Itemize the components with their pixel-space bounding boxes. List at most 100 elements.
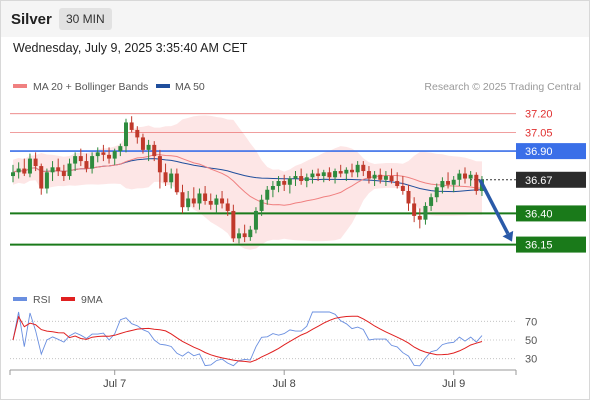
candle-body: [73, 156, 78, 164]
target-tag: [516, 236, 586, 253]
candle-body: [95, 152, 100, 157]
support-tag: [516, 205, 586, 222]
candle-body: [50, 167, 55, 173]
resistance-label: 37.20: [525, 109, 553, 121]
candle-body: [417, 215, 422, 220]
candle-body: [350, 169, 354, 173]
candle: [214, 194, 219, 214]
candle-body: [140, 137, 145, 150]
ma20-legend-swatch: [13, 84, 27, 88]
candle-body: [237, 233, 241, 239]
candle: [423, 202, 428, 225]
candle: [440, 177, 445, 194]
candle: [27, 153, 32, 178]
candle: [372, 171, 377, 187]
candle: [44, 168, 49, 194]
candle: [253, 207, 258, 234]
candle-body: [378, 174, 383, 180]
candle: [468, 171, 473, 187]
candle: [140, 133, 145, 154]
candle-body: [440, 181, 445, 188]
candle: [446, 172, 451, 189]
candle: [174, 168, 179, 195]
candle: [457, 169, 462, 187]
candle-body: [412, 203, 417, 216]
candle: [163, 163, 168, 187]
candle-body: [90, 156, 95, 169]
candle-body: [304, 177, 309, 182]
time-axis: Jul 7 Jul 8 Jul 9: [9, 369, 517, 390]
candle-body: [197, 193, 202, 204]
candle: [50, 161, 55, 182]
candle: [135, 126, 140, 144]
candle: [265, 186, 270, 205]
candlestick-series: [11, 116, 484, 244]
candle-body: [84, 161, 89, 169]
candle: [321, 169, 326, 183]
candle-body: [107, 154, 112, 159]
candle-body: [383, 176, 388, 180]
candle: [417, 208, 422, 229]
candle-body: [316, 173, 321, 177]
time-axis-label: Jul 7: [103, 378, 126, 390]
candle-body: [406, 190, 411, 204]
price-level-labels: 37.20 37.05 36.90 36.40 36.15 36.67: [516, 109, 586, 253]
bollinger-band-fill: [13, 115, 482, 250]
candle: [231, 204, 236, 243]
candle-body: [78, 156, 83, 162]
candle-body: [186, 198, 191, 208]
candle: [208, 193, 213, 210]
candle-body: [163, 172, 168, 183]
candle: [186, 190, 191, 211]
current-price-label: 36.67: [525, 175, 553, 187]
resistance-label: 37.05: [525, 127, 553, 139]
candle: [412, 197, 417, 223]
candle-body: [231, 210, 236, 239]
current-price-tag: [516, 171, 586, 188]
candle-body: [152, 144, 157, 157]
time-axis-label: Jul 9: [442, 378, 465, 390]
candle-body: [270, 186, 275, 190]
candle: [169, 168, 174, 189]
bollinger-bands: [13, 115, 482, 250]
candle-body: [157, 156, 162, 173]
candle-body: [16, 168, 21, 173]
candle: [429, 193, 434, 211]
candle-body: [11, 172, 15, 177]
candle: [293, 171, 298, 187]
candle-body: [372, 174, 377, 179]
candle: [287, 176, 292, 194]
ma50-legend-label: MA 50: [175, 81, 205, 93]
candle: [73, 152, 78, 172]
candle: [327, 167, 332, 182]
candle: [61, 164, 66, 182]
candle: [434, 183, 439, 203]
candle-body: [124, 122, 128, 147]
rsi-legend-label: RSI: [33, 294, 51, 306]
candle: [270, 181, 275, 198]
time-axis-label: Jul 8: [273, 378, 296, 390]
candle: [474, 172, 479, 195]
candle: [90, 152, 95, 174]
candle: [16, 162, 21, 179]
candle-body: [248, 229, 253, 238]
candle-body: [253, 210, 258, 230]
candle: [276, 176, 281, 193]
timeframe-badge[interactable]: 30 MIN: [59, 8, 112, 30]
rsi-tick-label: 30: [525, 354, 537, 366]
candle-body: [287, 178, 292, 185]
candle: [191, 187, 196, 208]
candle-body: [457, 173, 462, 180]
candle: [22, 158, 27, 177]
candle-body: [293, 176, 298, 179]
candle: [220, 190, 225, 209]
candle: [56, 158, 61, 177]
candle: [152, 141, 157, 162]
candle-body: [27, 158, 32, 174]
candle: [378, 168, 383, 184]
candle-body: [344, 169, 349, 174]
candle: [118, 143, 123, 157]
candle: [107, 147, 112, 164]
candle: [84, 153, 89, 173]
